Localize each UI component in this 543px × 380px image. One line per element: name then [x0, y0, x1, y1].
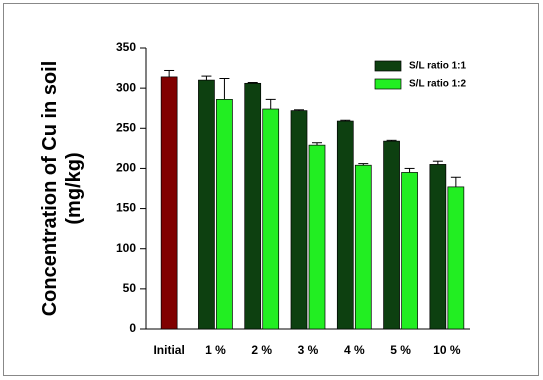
bar	[198, 79, 215, 330]
y-tick-label: 150	[116, 201, 136, 215]
legend-label: S/L ratio 1:1	[409, 61, 466, 72]
y-tick-label: 50	[123, 281, 137, 295]
bar	[216, 99, 233, 330]
x-tick-label: 2 %	[251, 343, 272, 357]
y-tick-label: 250	[116, 120, 136, 134]
y-tick-label: 200	[116, 161, 136, 175]
y-tick-label: 300	[116, 80, 136, 94]
bar	[354, 164, 372, 330]
y-axis-label: Concentration of Cu in soil (mg/kg)	[39, 61, 85, 317]
bar	[244, 82, 262, 330]
x-tick-label: Initial	[153, 343, 184, 357]
y-tick-label: 350	[116, 40, 136, 54]
x-tick-label: 1 %	[205, 343, 226, 357]
x-tick-label: 4 %	[344, 343, 365, 357]
bar	[447, 186, 465, 330]
bar	[429, 164, 447, 330]
legend-swatch	[374, 60, 402, 72]
bar	[336, 120, 354, 330]
bar	[401, 172, 418, 330]
legend-swatch	[374, 78, 402, 90]
bar	[383, 140, 400, 330]
x-tick-label: 3 %	[298, 343, 319, 357]
y-axis-label-line: (mg/kg)	[63, 152, 85, 224]
y-axis-label-line: Concentration of Cu in soil	[39, 61, 61, 317]
bar	[308, 144, 326, 330]
y-tick-label: 0	[129, 321, 136, 335]
x-tick-label: 10 %	[433, 343, 461, 357]
legend-label: S/L ratio 1:2	[409, 79, 466, 90]
x-tick-label: 5 %	[390, 343, 411, 357]
y-tick-label: 100	[116, 241, 136, 255]
bar	[160, 76, 178, 330]
bar	[262, 108, 280, 330]
bar	[290, 110, 308, 330]
